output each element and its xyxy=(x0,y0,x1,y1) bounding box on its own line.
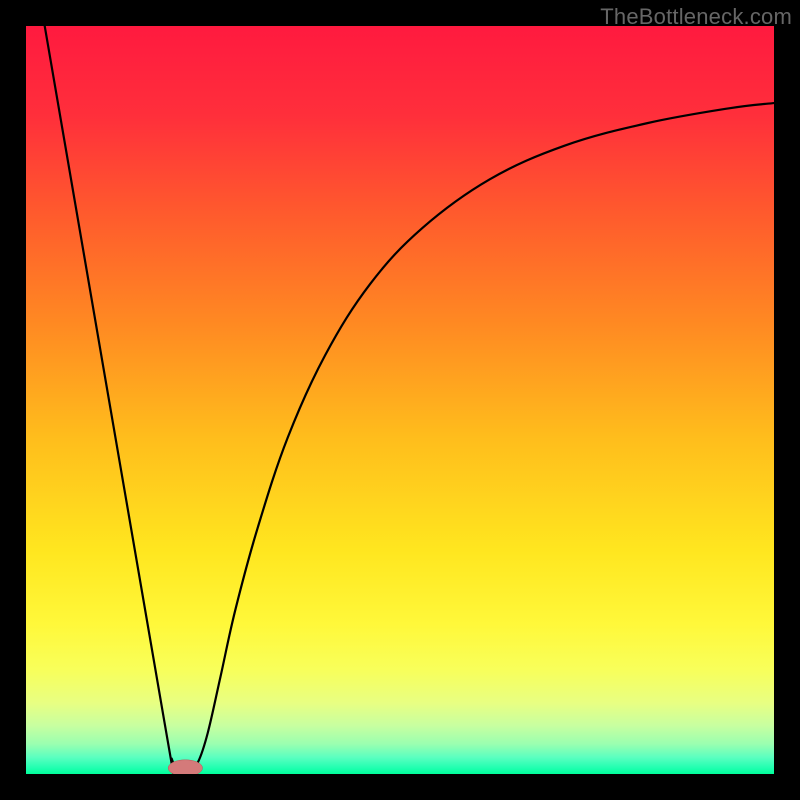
plot-area xyxy=(26,26,774,774)
optimum-marker xyxy=(168,760,202,774)
chart-frame: TheBottleneck.com xyxy=(0,0,800,800)
gradient-chart xyxy=(26,26,774,774)
gradient-background xyxy=(26,26,774,774)
